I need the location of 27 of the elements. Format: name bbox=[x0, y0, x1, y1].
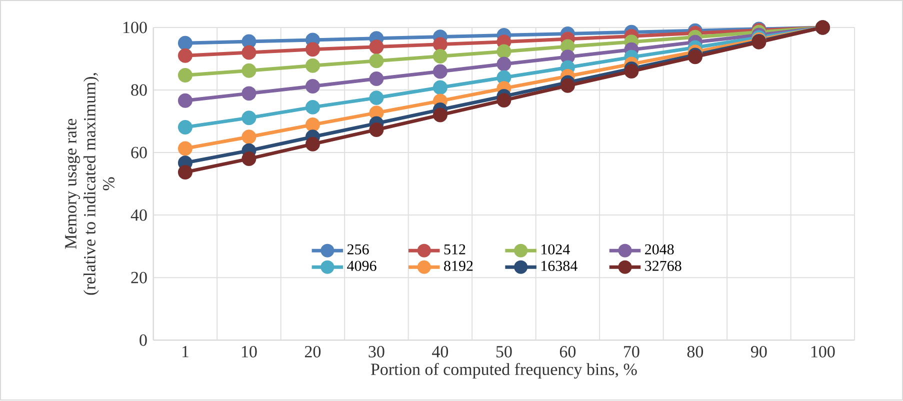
legend-label: 1024 bbox=[542, 244, 570, 255]
y-axis-title: Memory usage rate (relative to indicated maximum), % bbox=[65, 73, 114, 296]
x-tick-label: 10 bbox=[242, 346, 257, 358]
y-tick-label: 20 bbox=[131, 272, 147, 284]
legend-label: 32768 bbox=[645, 261, 682, 272]
x-tick-label: 40 bbox=[432, 346, 448, 358]
x-tick-label: 20 bbox=[304, 346, 321, 358]
legend-label: 2048 bbox=[645, 244, 674, 255]
x-tick-label: 80 bbox=[687, 346, 704, 358]
y-tick-label: 80 bbox=[131, 84, 147, 96]
x-axis-title: Portion of computed frequency bins, % bbox=[370, 363, 637, 379]
x-tick-label: 30 bbox=[368, 346, 384, 358]
x-tick-label: 50 bbox=[496, 346, 512, 358]
x-tick-label: 90 bbox=[750, 346, 767, 358]
x-tick-label: 100 bbox=[811, 346, 835, 358]
legend-label: 16384 bbox=[542, 261, 578, 272]
legend-label: 512 bbox=[444, 244, 466, 255]
y-tick-label: 40 bbox=[130, 210, 147, 222]
legend-label: 256 bbox=[347, 244, 369, 255]
x-tick-label: 1 bbox=[182, 346, 188, 358]
x-tick-label: 70 bbox=[624, 346, 640, 358]
y-tick-label: 60 bbox=[131, 147, 147, 158]
y-tick-label: 100 bbox=[123, 22, 147, 34]
y-tick-label: 0 bbox=[140, 334, 147, 346]
legend-label: 8192 bbox=[444, 261, 473, 272]
legend-label: 4096 bbox=[347, 261, 376, 272]
x-tick-label: 60 bbox=[560, 346, 576, 358]
